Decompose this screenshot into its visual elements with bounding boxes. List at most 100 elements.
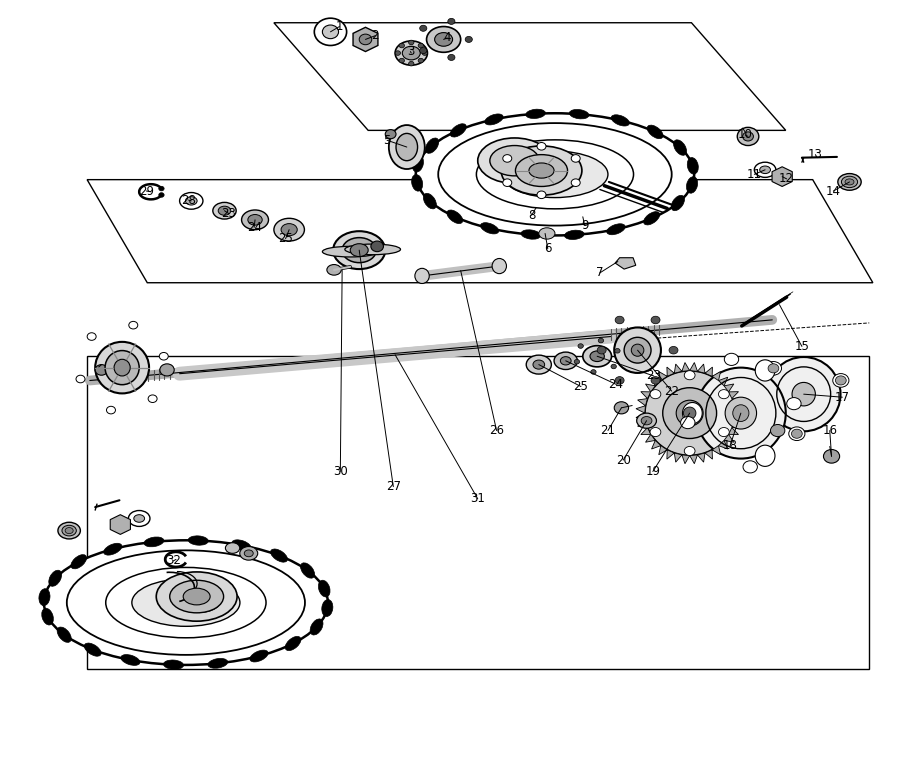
Polygon shape <box>353 27 378 52</box>
Polygon shape <box>690 362 698 371</box>
Ellipse shape <box>438 123 672 226</box>
Text: 8: 8 <box>528 208 535 222</box>
Text: 15: 15 <box>795 340 809 353</box>
Ellipse shape <box>614 327 661 373</box>
Polygon shape <box>274 23 786 130</box>
Text: 5: 5 <box>383 133 391 147</box>
Circle shape <box>399 43 404 48</box>
Ellipse shape <box>645 371 735 456</box>
Ellipse shape <box>485 114 503 125</box>
Ellipse shape <box>476 139 633 209</box>
Text: 24: 24 <box>247 221 261 234</box>
Ellipse shape <box>841 177 858 187</box>
Circle shape <box>597 346 606 354</box>
Ellipse shape <box>218 206 231 215</box>
Ellipse shape <box>489 146 539 176</box>
Circle shape <box>448 55 455 61</box>
Ellipse shape <box>39 589 50 606</box>
Text: 6: 6 <box>544 242 551 255</box>
Circle shape <box>832 374 849 387</box>
Ellipse shape <box>128 511 150 526</box>
Ellipse shape <box>521 230 541 240</box>
Ellipse shape <box>631 344 644 356</box>
Ellipse shape <box>607 224 625 235</box>
Circle shape <box>591 370 596 374</box>
Ellipse shape <box>641 417 652 424</box>
Ellipse shape <box>213 202 236 219</box>
Ellipse shape <box>156 572 237 622</box>
Ellipse shape <box>281 224 297 236</box>
Polygon shape <box>698 364 705 373</box>
Text: 28: 28 <box>181 193 196 207</box>
Circle shape <box>650 428 661 437</box>
Circle shape <box>718 390 729 399</box>
Circle shape <box>448 18 455 24</box>
Polygon shape <box>712 446 720 455</box>
Ellipse shape <box>396 133 418 161</box>
Ellipse shape <box>132 579 240 626</box>
Circle shape <box>571 155 580 162</box>
Ellipse shape <box>134 515 145 522</box>
Circle shape <box>765 362 781 375</box>
Polygon shape <box>728 392 738 399</box>
Circle shape <box>314 18 347 45</box>
Circle shape <box>159 186 164 191</box>
Circle shape <box>76 375 85 383</box>
Ellipse shape <box>435 33 453 46</box>
Text: 1: 1 <box>336 20 343 33</box>
Ellipse shape <box>114 359 130 376</box>
Circle shape <box>788 427 805 440</box>
Ellipse shape <box>612 114 629 126</box>
Ellipse shape <box>426 138 439 153</box>
Polygon shape <box>659 446 667 455</box>
Ellipse shape <box>590 351 604 362</box>
Polygon shape <box>718 440 727 449</box>
Circle shape <box>684 371 695 380</box>
Ellipse shape <box>322 246 378 257</box>
Polygon shape <box>734 413 744 421</box>
Ellipse shape <box>515 155 568 186</box>
Circle shape <box>418 58 424 63</box>
Ellipse shape <box>411 174 423 191</box>
Polygon shape <box>652 440 661 449</box>
Ellipse shape <box>767 357 841 431</box>
Circle shape <box>395 51 401 55</box>
Circle shape <box>159 352 168 360</box>
Polygon shape <box>659 371 667 381</box>
Polygon shape <box>674 453 682 462</box>
Ellipse shape <box>447 210 462 224</box>
Circle shape <box>770 424 785 437</box>
Ellipse shape <box>696 368 786 459</box>
Polygon shape <box>615 258 636 269</box>
Ellipse shape <box>644 211 660 225</box>
Circle shape <box>371 241 383 252</box>
Polygon shape <box>636 413 646 421</box>
Circle shape <box>537 143 546 150</box>
Text: 7: 7 <box>596 266 603 280</box>
Polygon shape <box>772 167 792 186</box>
Ellipse shape <box>501 146 582 195</box>
Text: 19: 19 <box>646 465 660 478</box>
Ellipse shape <box>671 196 684 211</box>
Ellipse shape <box>244 550 253 556</box>
Circle shape <box>768 364 779 373</box>
Polygon shape <box>646 384 656 392</box>
Ellipse shape <box>274 218 304 241</box>
Text: 26: 26 <box>489 424 504 437</box>
Ellipse shape <box>41 608 53 625</box>
Polygon shape <box>110 515 130 534</box>
Polygon shape <box>698 453 705 462</box>
Ellipse shape <box>177 585 222 612</box>
Ellipse shape <box>301 563 314 578</box>
Circle shape <box>465 36 472 42</box>
Ellipse shape <box>240 547 258 560</box>
Circle shape <box>823 449 840 463</box>
Ellipse shape <box>492 258 506 274</box>
Polygon shape <box>674 364 682 373</box>
Polygon shape <box>638 399 647 406</box>
Ellipse shape <box>560 357 571 365</box>
Ellipse shape <box>683 407 696 419</box>
Ellipse shape <box>225 543 240 553</box>
Circle shape <box>681 417 695 429</box>
Circle shape <box>419 48 427 54</box>
